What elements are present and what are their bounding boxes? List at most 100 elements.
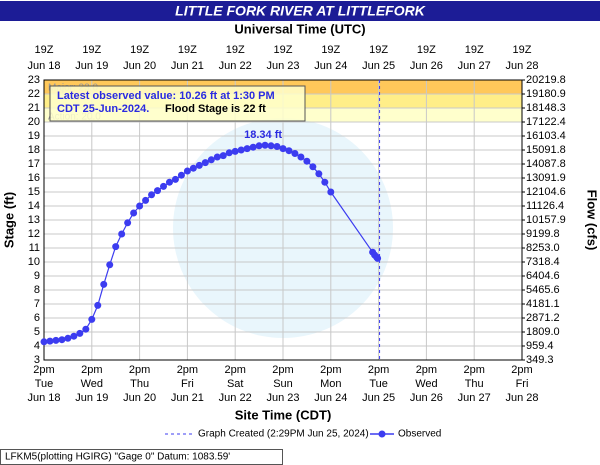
y-tick-label: 9 bbox=[34, 270, 40, 282]
x-tick-label: 2pm bbox=[177, 364, 198, 376]
x-tick-label: 2pm bbox=[368, 364, 389, 376]
y-tick-label: 5 bbox=[34, 326, 40, 338]
x-tick-label: 2pm bbox=[416, 364, 437, 376]
top-tick-label: 19Z bbox=[130, 44, 149, 56]
title-bar bbox=[0, 1, 600, 21]
y2-tick-label: 959.4 bbox=[526, 340, 554, 352]
data-point bbox=[88, 315, 96, 323]
y-tick-label: 17 bbox=[28, 158, 40, 170]
chart-title: LITTLE FORK RIVER AT LITTLEFORK bbox=[175, 3, 426, 19]
data-point bbox=[189, 164, 197, 172]
top-tick-label: 19Z bbox=[274, 44, 293, 56]
y2-tick-label: 19180.9 bbox=[526, 88, 566, 100]
x-tick-label: Tue bbox=[369, 378, 388, 390]
data-point bbox=[124, 219, 132, 227]
top-tick-label: Jun 24 bbox=[314, 60, 347, 72]
y-tick-label: 19 bbox=[28, 130, 40, 142]
data-point bbox=[171, 175, 179, 183]
y2-tick-label: 5465.6 bbox=[526, 284, 560, 296]
y-tick-label: 7 bbox=[34, 298, 40, 310]
top-tick-label: 19Z bbox=[35, 44, 54, 56]
top-tick-label: 19Z bbox=[465, 44, 484, 56]
y2-tick-label: 18148.3 bbox=[526, 102, 566, 114]
y-tick-label: 23 bbox=[28, 74, 40, 86]
y-tick-label: 13 bbox=[28, 214, 40, 226]
x-tick-label: Mon bbox=[320, 378, 341, 390]
y2-tick-label: 2871.2 bbox=[526, 312, 560, 324]
y-tick-label: 21 bbox=[28, 102, 40, 114]
top-tick-label: 19Z bbox=[178, 44, 197, 56]
data-point bbox=[46, 337, 54, 345]
data-point bbox=[225, 149, 233, 157]
y-tick-label: 12 bbox=[28, 228, 40, 240]
data-point bbox=[40, 338, 48, 346]
data-point bbox=[231, 147, 239, 155]
data-point bbox=[58, 336, 66, 344]
y-tick-label: 14 bbox=[28, 200, 40, 212]
data-point bbox=[267, 142, 275, 150]
data-point bbox=[327, 188, 335, 196]
y2-tick-label: 16103.4 bbox=[526, 130, 566, 142]
data-point bbox=[165, 178, 173, 186]
data-point bbox=[249, 143, 257, 151]
top-tick-label: Jun 27 bbox=[458, 60, 491, 72]
y-tick-label: 10 bbox=[28, 256, 40, 268]
data-point bbox=[160, 182, 167, 190]
data-point bbox=[112, 243, 120, 251]
footer: LFKM5(plotting HGIRG) "Gage 0" Datum: 10… bbox=[5, 452, 230, 463]
y2-tick-label: 9199.8 bbox=[526, 228, 560, 240]
data-point bbox=[303, 157, 311, 165]
data-point bbox=[136, 202, 144, 210]
x-tick-label: Wed bbox=[81, 378, 103, 390]
top-tick-label: Jun 19 bbox=[75, 60, 108, 72]
y-tick-label: 6 bbox=[34, 312, 40, 324]
top-tick-label: 19Z bbox=[321, 44, 340, 56]
data-point bbox=[76, 329, 84, 337]
y2-tick-label: 8253.0 bbox=[526, 242, 560, 254]
y2-tick-label: 13091.9 bbox=[526, 172, 566, 184]
top-axis-title: Universal Time (UTC) bbox=[234, 21, 365, 36]
data-point bbox=[183, 167, 191, 175]
info-line: Latest observed value: 10.26 ft at 1:30 … bbox=[57, 90, 275, 102]
x-tick-label: Jun 23 bbox=[266, 392, 299, 404]
x-tick-label: 2pm bbox=[129, 364, 150, 376]
y-tick-label: 11 bbox=[29, 242, 40, 254]
legend-swatch-dot bbox=[378, 430, 386, 438]
x-tick-label: Sun bbox=[273, 378, 293, 390]
x-tick-label: Jun 25 bbox=[362, 392, 395, 404]
top-tick-label: Jun 25 bbox=[362, 60, 395, 72]
data-point bbox=[243, 145, 251, 153]
data-point bbox=[70, 332, 78, 340]
top-tick-label: 19Z bbox=[417, 44, 436, 56]
y-axis-title: Stage (ft) bbox=[1, 192, 16, 248]
top-tick-label: Jun 20 bbox=[123, 60, 156, 72]
x-tick-label: Jun 24 bbox=[314, 392, 347, 404]
data-point bbox=[94, 301, 102, 309]
y2-tick-label: 11126.4 bbox=[526, 200, 564, 212]
y2-tick-label: 17122.4 bbox=[526, 116, 566, 128]
y-tick-label: 22 bbox=[28, 88, 40, 100]
y-tick-label: 18 bbox=[28, 144, 40, 156]
info-line: Flood Stage is 22 ft bbox=[165, 103, 266, 115]
y2-tick-label: 6404.6 bbox=[526, 270, 560, 282]
data-point bbox=[321, 178, 329, 186]
data-point bbox=[106, 261, 114, 269]
x-tick-label: 2pm bbox=[81, 364, 102, 376]
data-point bbox=[148, 191, 156, 199]
x-tick-label: Fri bbox=[181, 378, 194, 390]
y2-tick-label: 14087.8 bbox=[526, 158, 566, 170]
legend-label: Observed bbox=[398, 429, 441, 440]
x-tick-label: 2pm bbox=[224, 364, 245, 376]
data-point bbox=[261, 141, 269, 149]
data-point bbox=[142, 196, 150, 204]
top-tick-label: 19Z bbox=[82, 44, 101, 56]
data-point bbox=[374, 254, 382, 262]
y-tick-label: 15 bbox=[28, 186, 40, 198]
data-point bbox=[279, 145, 287, 153]
x-tick-label: Jun 21 bbox=[171, 392, 204, 404]
x-tick-label: Sat bbox=[227, 378, 244, 390]
data-point bbox=[213, 153, 221, 161]
x-tick-label: Thu bbox=[465, 378, 484, 390]
legend-created-label: Graph Created (2:29PM Jun 25, 2024) bbox=[198, 429, 369, 440]
